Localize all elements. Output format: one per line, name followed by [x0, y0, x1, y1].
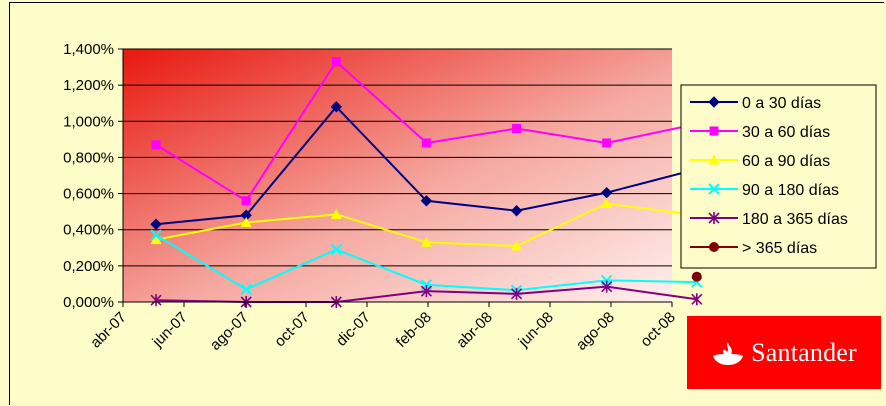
y-tick-label: 0,600%	[63, 186, 114, 203]
x-tick-label: jun-07	[149, 309, 191, 351]
data-point	[511, 240, 523, 251]
data-point	[150, 294, 162, 307]
legend-marker	[708, 183, 720, 195]
flame-icon	[713, 341, 744, 365]
data-point	[420, 285, 432, 298]
legend: 0 a 30 días 30 a 60 días 60 a 90 días 90 a …	[680, 84, 877, 269]
data-point	[691, 271, 702, 282]
data-point	[240, 283, 252, 296]
data-point	[600, 186, 613, 199]
legend-item: 0 a 30 días	[690, 95, 821, 112]
series-3	[150, 198, 703, 251]
y-tick-label: 0,000%	[63, 294, 114, 311]
legend-item: 60 a 90 días	[690, 153, 830, 170]
plot-area	[123, 49, 672, 302]
legend-label: 30 a 60 días	[742, 124, 830, 141]
legend-label: 90 a 180 días	[742, 182, 839, 199]
y-tick-label: 0,400%	[63, 222, 114, 239]
y-tick-label: 1,400%	[63, 41, 114, 58]
data-point	[240, 216, 252, 227]
y-tick-label: 1,200%	[63, 77, 114, 94]
legend-label: 60 a 90 días	[742, 153, 830, 170]
legend-marker	[709, 242, 719, 252]
legend-marker	[708, 212, 720, 224]
data-point	[151, 140, 161, 150]
data-point	[601, 280, 613, 293]
legend-box	[680, 84, 877, 269]
legend-label: > 365 días	[742, 240, 817, 257]
data-point	[420, 195, 433, 207]
x-tick-label: jun-08	[515, 309, 557, 351]
x-tick-label: ago-08	[573, 309, 618, 354]
y-tick-label: 0,800%	[63, 149, 114, 166]
legend-item: 90 a 180 días	[690, 182, 839, 199]
data-point	[602, 138, 612, 148]
legend-item: > 365 días	[690, 240, 817, 257]
data-point	[510, 205, 523, 217]
chart-frame	[9, 2, 884, 405]
data-point	[512, 124, 522, 134]
x-tick-label: oct-07	[271, 309, 313, 351]
legend-marker	[708, 96, 720, 108]
series-6	[691, 271, 702, 282]
legend-item: 30 a 60 días	[690, 124, 830, 141]
data-point	[601, 198, 613, 209]
y-tick-label: 1,000%	[63, 113, 114, 130]
data-point	[330, 101, 343, 113]
x-tick-label: ago-07	[207, 309, 252, 354]
legend-label: 180 a 365 días	[742, 211, 848, 228]
x-tick-label: abr-08	[453, 309, 496, 352]
legend-marker	[708, 154, 720, 165]
x-tick-label: dic-07	[333, 309, 374, 350]
data-point	[420, 236, 432, 247]
data-point	[510, 287, 523, 300]
data-point	[421, 138, 431, 148]
data-point	[150, 218, 162, 230]
x-tick-label: oct-08	[637, 309, 679, 351]
data-point	[330, 243, 343, 256]
data-point	[691, 293, 703, 306]
legend-item: 180 a 365 días	[690, 211, 848, 228]
data-point	[331, 57, 341, 67]
data-point	[330, 208, 342, 219]
x-tick-label: feb-08	[393, 309, 435, 351]
legend-marker	[709, 126, 719, 136]
data-point	[241, 196, 251, 206]
x-tick-label: abr-07	[87, 309, 130, 352]
data-point	[150, 234, 162, 245]
legend-label: 0 a 30 días	[742, 95, 821, 112]
y-tick-label: 0,200%	[63, 258, 114, 275]
santander-logo: Santander	[687, 316, 881, 389]
data-point	[150, 229, 162, 241]
santander-logo-text: Santander	[751, 337, 857, 367]
